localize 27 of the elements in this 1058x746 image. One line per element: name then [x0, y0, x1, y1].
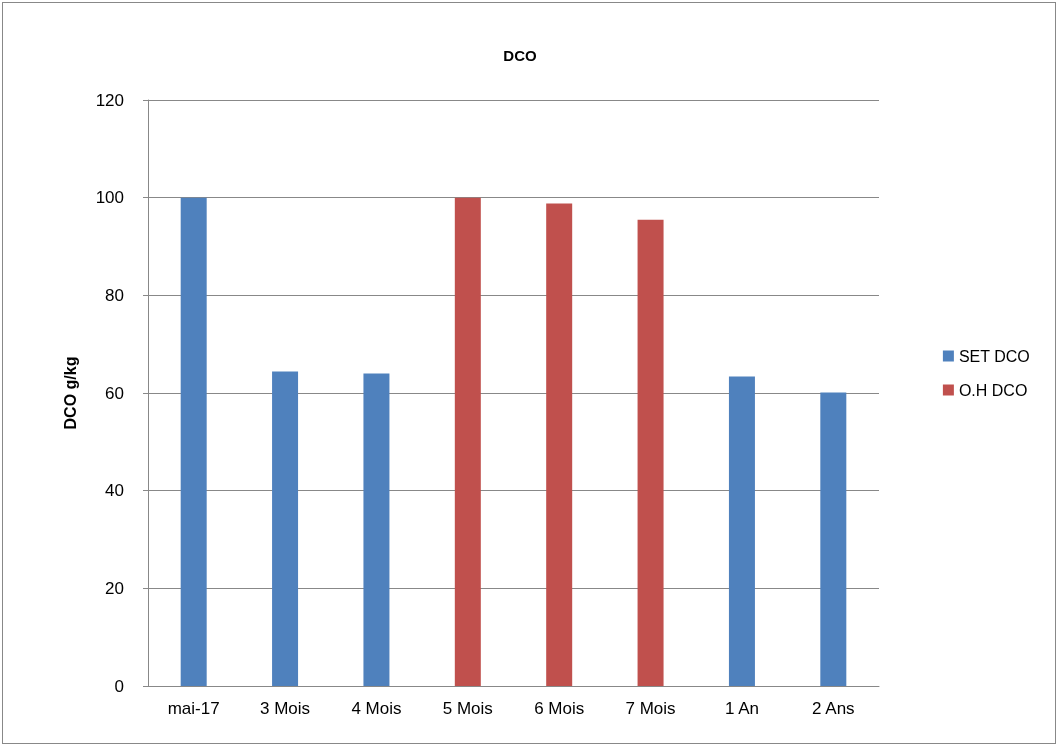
bar [728, 376, 755, 686]
x-tick-label: 6 Mois [534, 699, 585, 718]
bar [180, 197, 207, 686]
y-tick-label: 20 [105, 578, 124, 598]
bar [363, 373, 390, 686]
y-tick-label: 0 [114, 676, 124, 696]
y-tick-label: 40 [105, 481, 124, 501]
x-tick-label: 4 Mois [351, 699, 402, 718]
y-tick-label: 80 [105, 285, 124, 305]
bar [637, 219, 664, 686]
x-tick-label: 1 An [724, 699, 759, 718]
x-tick-label: mai-17 [167, 699, 220, 718]
bar [454, 197, 481, 686]
x-tick-label: 5 Mois [442, 699, 493, 718]
bar [820, 392, 847, 686]
bar [546, 203, 573, 686]
chart-title: DCO [503, 47, 537, 64]
legend-label: O.H DCO [958, 381, 1028, 399]
y-tick-label: 120 [95, 90, 124, 110]
bar [272, 371, 299, 686]
x-tick-label: 7 Mois [625, 699, 676, 718]
legend-label: SET DCO [958, 347, 1030, 365]
x-tick-label: 3 Mois [260, 699, 311, 718]
x-tick-label: 2 Ans [812, 699, 855, 718]
y-tick-label: 60 [105, 383, 124, 403]
y-tick-label: 100 [95, 188, 124, 208]
y-axis-title: DCO g/kg [61, 356, 79, 430]
